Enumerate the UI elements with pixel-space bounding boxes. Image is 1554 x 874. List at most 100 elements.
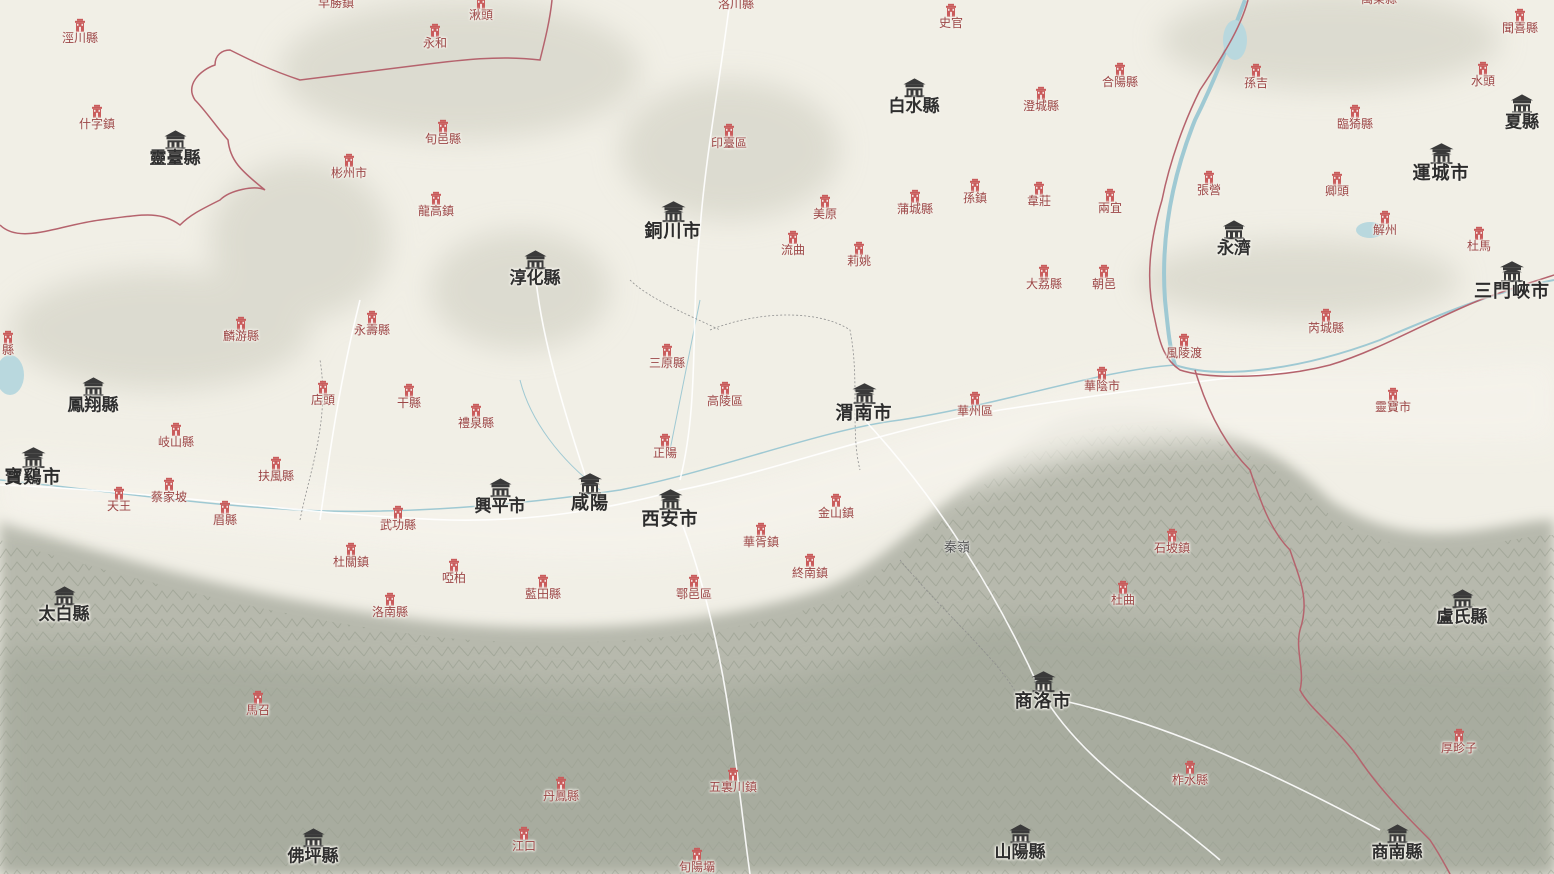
- place-label: 興平市: [474, 496, 526, 517]
- place-marker[interactable]: 麟游縣: [223, 316, 259, 343]
- place-marker[interactable]: 柞水縣: [1172, 760, 1208, 787]
- place-label: 商洛市: [1014, 691, 1072, 713]
- place-marker[interactable]: 聞喜縣: [1502, 8, 1538, 35]
- place-marker[interactable]: 臨猗縣: [1337, 104, 1373, 131]
- place-marker[interactable]: 永壽縣: [354, 310, 390, 337]
- place-marker[interactable]: 太白縣: [39, 585, 90, 624]
- place-marker[interactable]: 解州: [1373, 210, 1397, 237]
- place-marker[interactable]: 高陵區: [707, 381, 743, 408]
- place-marker[interactable]: 商南縣: [1372, 823, 1423, 862]
- place-marker[interactable]: 旬陽壩: [679, 847, 715, 874]
- place-marker[interactable]: 杜曲: [1111, 580, 1135, 607]
- place-marker[interactable]: 華胥鎮: [743, 522, 779, 549]
- place-marker[interactable]: 韋莊: [1027, 181, 1051, 208]
- place-label: 兩宜: [1097, 200, 1123, 215]
- place-marker[interactable]: 張營: [1197, 170, 1221, 197]
- place-marker[interactable]: 禮泉縣: [458, 403, 494, 430]
- place-marker[interactable]: 靈寶市: [1375, 387, 1411, 414]
- place-marker[interactable]: 盧氏縣: [1437, 588, 1488, 627]
- place-marker[interactable]: 武功縣: [380, 505, 416, 532]
- place-marker[interactable]: 江口: [512, 826, 536, 853]
- place-marker[interactable]: 西安市: [642, 488, 699, 530]
- place-marker[interactable]: 莉姚: [847, 241, 871, 268]
- place-marker[interactable]: 史官: [939, 3, 963, 30]
- place-marker[interactable]: 厚畛子: [1441, 728, 1477, 755]
- place-marker[interactable]: 彬州市: [331, 153, 367, 180]
- plateau-relief: [10, 0, 1500, 390]
- place-marker[interactable]: 蒲城縣: [897, 189, 933, 216]
- place-marker[interactable]: 印臺區: [711, 123, 747, 150]
- place-marker[interactable]: 朝邑: [1092, 264, 1116, 291]
- place-marker[interactable]: 水頭: [1471, 61, 1495, 88]
- place-marker[interactable]: 白水縣: [889, 77, 940, 116]
- place-marker[interactable]: 興平市: [475, 477, 526, 516]
- place-marker[interactable]: 兩宜: [1098, 188, 1122, 215]
- place-marker[interactable]: 銅川市: [645, 200, 702, 242]
- place-label: 藍田縣: [524, 586, 562, 601]
- place-marker[interactable]: 芮城縣: [1308, 308, 1344, 335]
- place-marker[interactable]: 三原縣: [649, 343, 685, 370]
- town-gate-icon: [1084, 366, 1120, 380]
- place-marker[interactable]: 鳳翔縣: [68, 376, 119, 415]
- place-marker[interactable]: 岐山縣: [158, 422, 194, 449]
- place-marker[interactable]: 終南鎮: [792, 553, 828, 580]
- place-marker[interactable]: 蔡家坡: [151, 477, 187, 504]
- place-marker[interactable]: 美原: [813, 194, 837, 221]
- place-marker[interactable]: 天王: [107, 486, 131, 513]
- place-marker[interactable]: 寶鷄市: [5, 446, 62, 488]
- place-marker[interactable]: 杜關鎮: [333, 542, 369, 569]
- place-marker[interactable]: 洛川縣: [718, 0, 754, 11]
- place-label: 三原縣: [648, 355, 686, 370]
- place-marker[interactable]: 涇川縣: [62, 18, 98, 45]
- place-marker[interactable]: 鄠邑區: [676, 574, 712, 601]
- place-marker[interactable]: 馬召: [246, 690, 270, 717]
- place-marker[interactable]: 縣: [1, 330, 15, 357]
- place-marker[interactable]: 湫頭: [469, 0, 493, 22]
- place-marker[interactable]: 孫吉: [1244, 63, 1268, 90]
- place-marker[interactable]: 店頭: [311, 380, 335, 407]
- place-marker[interactable]: 什字鎮: [79, 104, 115, 131]
- place-marker[interactable]: 風陵渡: [1166, 333, 1202, 360]
- place-marker[interactable]: 石坡鎮: [1154, 528, 1190, 555]
- place-marker[interactable]: 山陽縣: [995, 823, 1046, 862]
- place-marker[interactable]: 三門峽市: [1474, 260, 1550, 302]
- place-marker[interactable]: 五裏川鎮: [709, 767, 757, 794]
- place-marker[interactable]: 淳化縣: [510, 249, 561, 288]
- place-marker[interactable]: 眉縣: [213, 500, 237, 527]
- place-marker[interactable]: 大荔縣: [1026, 264, 1062, 291]
- place-marker[interactable]: 流曲: [781, 230, 805, 257]
- place-marker[interactable]: 運城市: [1413, 142, 1470, 184]
- place-marker[interactable]: 孫鎮: [963, 178, 987, 205]
- place-marker[interactable]: 扶風縣: [258, 456, 294, 483]
- place-marker[interactable]: 丹鳳縣: [543, 776, 579, 803]
- place-label: 岐山縣: [157, 434, 195, 449]
- place-marker[interactable]: 佛坪縣: [288, 827, 339, 866]
- place-marker[interactable]: 正陽: [653, 433, 677, 460]
- place-marker[interactable]: 藍田縣: [525, 574, 561, 601]
- place-marker[interactable]: 金山鎮: [818, 493, 854, 520]
- place-marker[interactable]: 萬榮縣: [1361, 0, 1397, 6]
- place-marker[interactable]: 洛南縣: [372, 592, 408, 619]
- place-marker[interactable]: 靈臺縣: [150, 129, 201, 168]
- place-marker[interactable]: 華陰市: [1084, 366, 1120, 393]
- place-marker[interactable]: 渭南市: [836, 382, 893, 424]
- place-marker[interactable]: 永濟: [1217, 219, 1251, 258]
- place-marker[interactable]: 啞柏: [442, 558, 466, 585]
- place-marker[interactable]: 杜馬: [1467, 226, 1491, 253]
- place-marker[interactable]: 旬邑縣: [425, 119, 461, 146]
- place-marker[interactable]: 華州區: [957, 391, 993, 418]
- place-marker[interactable]: 卿頭: [1325, 171, 1349, 198]
- place-marker[interactable]: 干縣: [397, 383, 421, 410]
- place-marker[interactable]: 永和: [423, 23, 447, 50]
- place-marker[interactable]: 商洛市: [1015, 670, 1072, 712]
- place-marker[interactable]: 龍高鎮: [418, 191, 454, 218]
- town-gate-icon: [711, 123, 747, 137]
- place-marker[interactable]: 咸陽: [571, 472, 609, 514]
- place-marker[interactable]: 合陽縣: [1102, 62, 1138, 89]
- place-marker[interactable]: 澄城縣: [1023, 86, 1059, 113]
- place-marker[interactable]: 早勝鎮: [318, 0, 354, 10]
- place-marker[interactable]: 夏縣: [1505, 93, 1539, 132]
- place-label: 渭南市: [835, 403, 893, 425]
